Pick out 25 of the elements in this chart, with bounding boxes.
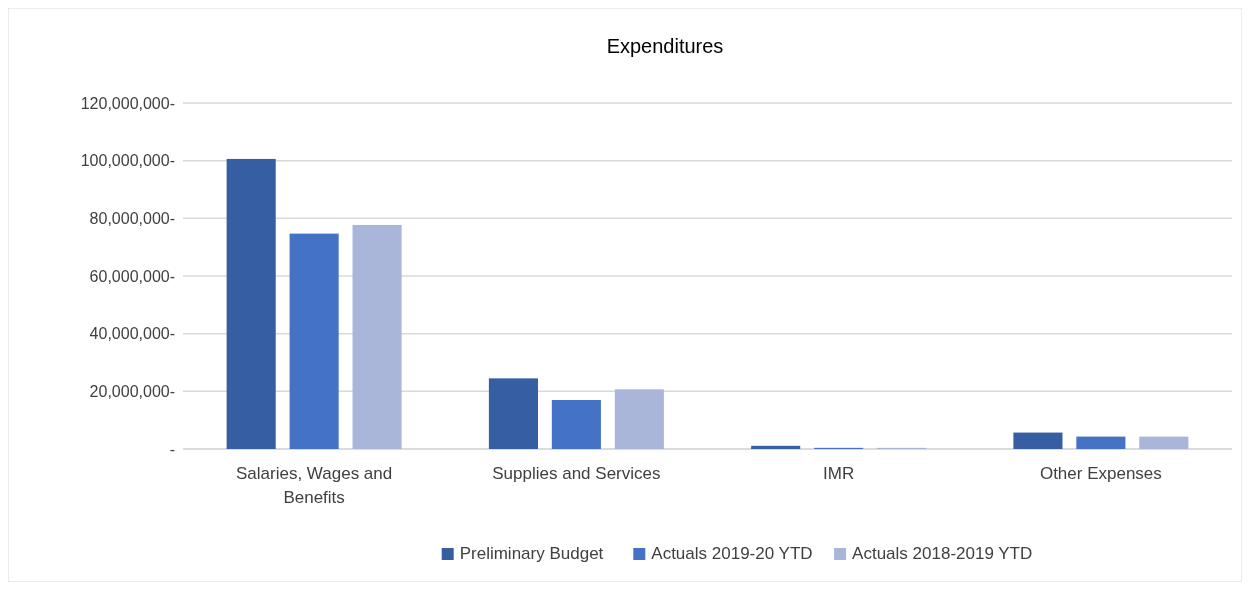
bar: [751, 445, 801, 449]
y-tick-label: 100,000,000-: [80, 152, 175, 170]
y-tick-label: 120,000,000-: [80, 94, 175, 112]
bar: [551, 399, 601, 449]
x-tick-label: Salaries, Wages and Benefits: [236, 464, 393, 507]
chart-title: Expenditures: [606, 35, 724, 57]
bar: [1139, 436, 1189, 449]
y-tick-label: 60,000,000-: [89, 267, 175, 285]
bar: [289, 233, 339, 449]
legend-label: Preliminary Budget: [459, 544, 604, 563]
x-tick-label: Other Expenses: [1039, 464, 1162, 483]
y-tick-label: -: [169, 440, 175, 458]
bar: [1013, 432, 1063, 449]
legend-label: Actuals 2019-20 YTD: [651, 544, 813, 563]
y-tick-label: 40,000,000-: [89, 325, 175, 343]
bar: [352, 224, 402, 449]
x-tick-label: Supplies and Services: [492, 464, 661, 483]
y-tick-label: 80,000,000-: [89, 209, 175, 227]
bar: [226, 158, 276, 449]
bar: [488, 378, 538, 449]
bar: [1076, 436, 1126, 449]
bar: [614, 389, 664, 449]
y-tick-label: 20,000,000-: [89, 382, 175, 400]
legend-label: Actuals 2018-2019 YTD: [852, 544, 1033, 563]
x-tick-label: IMR: [823, 464, 855, 483]
